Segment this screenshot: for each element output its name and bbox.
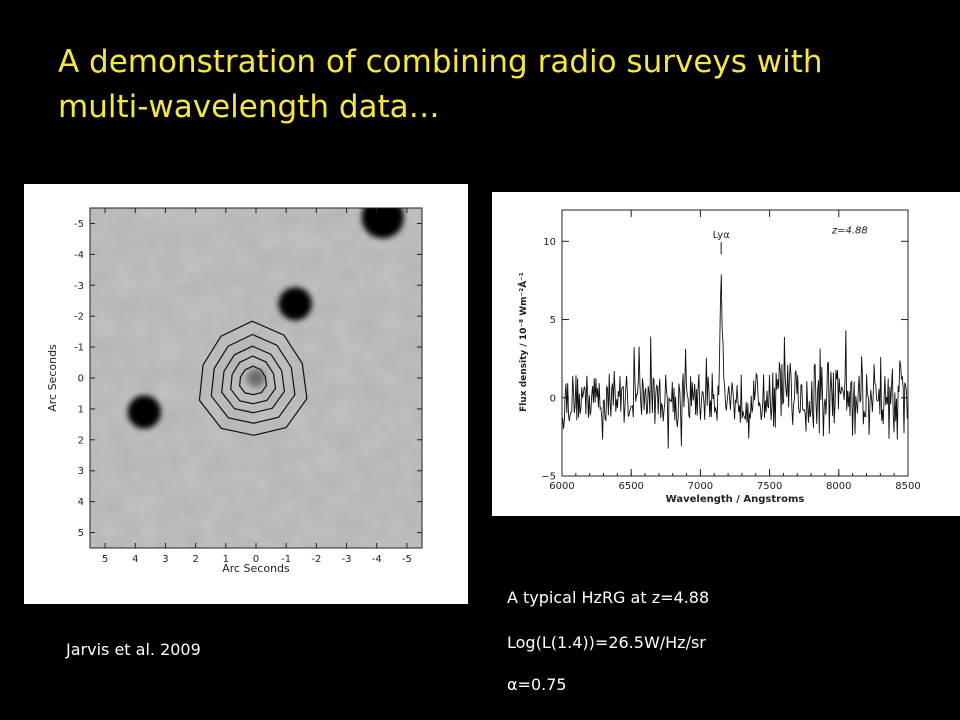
alpha-symbol: α xyxy=(507,675,518,694)
radio-contour xyxy=(198,320,308,436)
y-tick-label: 1 xyxy=(78,404,84,415)
faint-host-source xyxy=(246,368,266,388)
y-tick-label: -2 xyxy=(74,312,84,323)
x-tick-label: 2 xyxy=(192,554,198,565)
x-tick-label: 6500 xyxy=(618,481,643,492)
x-tick-label: 5 xyxy=(102,554,108,565)
x-tick-label: 3 xyxy=(162,554,168,565)
description-line: Log(L(1.4))=26.5W/Hz/sr xyxy=(507,633,706,652)
y-tick-label: 0 xyxy=(78,374,84,385)
x-tick-label: 8500 xyxy=(895,481,920,492)
y-tick-label: -1 xyxy=(74,343,84,354)
alpha-value: =0.75 xyxy=(517,675,567,694)
radio-overlay-figure: 5 4 3 2 1 0 -1 -2 -3 -4 -5 -5 -4 -3 -2 -1 0 1 2 3 4 5 Arc Sec… xyxy=(24,184,468,604)
y-tick-label: 10 xyxy=(543,237,556,248)
x-tick-label: 7500 xyxy=(757,481,782,492)
y-tick-label: 5 xyxy=(78,528,84,539)
y-tick-label: -3 xyxy=(74,281,84,292)
spectral-index-text: α=0.75 xyxy=(507,675,567,694)
image-xlabel: Arc Seconds xyxy=(222,562,290,575)
x-tick-label: 8000 xyxy=(826,481,851,492)
slide-title: A demonstration of combining radio surve… xyxy=(58,44,823,125)
x-tick-label: -4 xyxy=(372,554,382,565)
x-tick-label: 4 xyxy=(132,554,138,565)
y-tick-label: 0 xyxy=(550,393,556,404)
y-tick-label: −5 xyxy=(541,472,556,483)
spectrum-plot: 6000 6500 7000 7500 8000 8500 −5 0 5 10 Lyα z=4.8… xyxy=(518,209,921,505)
image-ylabel: Arc Seconds xyxy=(46,344,59,412)
x-tick-label: 1 xyxy=(223,554,229,565)
spectrum-ylabel: Flux density / 10⁻⁸ Wm⁻²Å⁻¹ xyxy=(518,272,529,412)
radio-contour xyxy=(230,355,277,405)
spectrum-frame xyxy=(561,209,909,477)
y-tick-label: 3 xyxy=(78,466,84,477)
lya-annotation: Lyα xyxy=(713,230,731,241)
x-tick-label: 0 xyxy=(253,554,259,565)
x-tick-label: 7000 xyxy=(688,481,713,492)
description-line: A typical HzRG at z=4.88 xyxy=(507,588,710,607)
spectrum-xlabel: Wavelength / Angstroms xyxy=(666,494,805,505)
y-tick-label: -4 xyxy=(74,250,84,261)
x-tick-label: -1 xyxy=(281,554,291,565)
x-tick-label: -3 xyxy=(342,554,352,565)
bright-source-blob xyxy=(127,395,161,429)
x-tick-label: -5 xyxy=(402,554,412,565)
radio-contour xyxy=(238,365,268,396)
y-tick-label: -5 xyxy=(74,219,84,230)
y-tick-label: 2 xyxy=(78,435,84,446)
citation-text: Jarvis et al. 2009 xyxy=(66,640,201,659)
x-tick-label: 6000 xyxy=(549,481,574,492)
spectrum-series-line xyxy=(562,274,908,449)
radio-contour xyxy=(221,345,286,414)
radio-overlay-plot: 5 4 3 2 1 0 -1 -2 -3 -4 -5 -5 -4 -3 -2 -1 0 1 2 3 4 5 Arc Sec… xyxy=(46,207,423,575)
spectrum-figure: 6000 6500 7000 7500 8000 8500 −5 0 5 10 Lyα z=4.8… xyxy=(492,192,960,516)
x-tick-label: -2 xyxy=(311,554,321,565)
bright-source-blob xyxy=(361,208,404,239)
y-tick-label: 4 xyxy=(78,497,84,508)
y-tick-label: 5 xyxy=(550,315,556,326)
bright-source-blob xyxy=(278,287,312,321)
radio-contour xyxy=(210,333,296,424)
redshift-annotation: z=4.88 xyxy=(831,225,868,236)
